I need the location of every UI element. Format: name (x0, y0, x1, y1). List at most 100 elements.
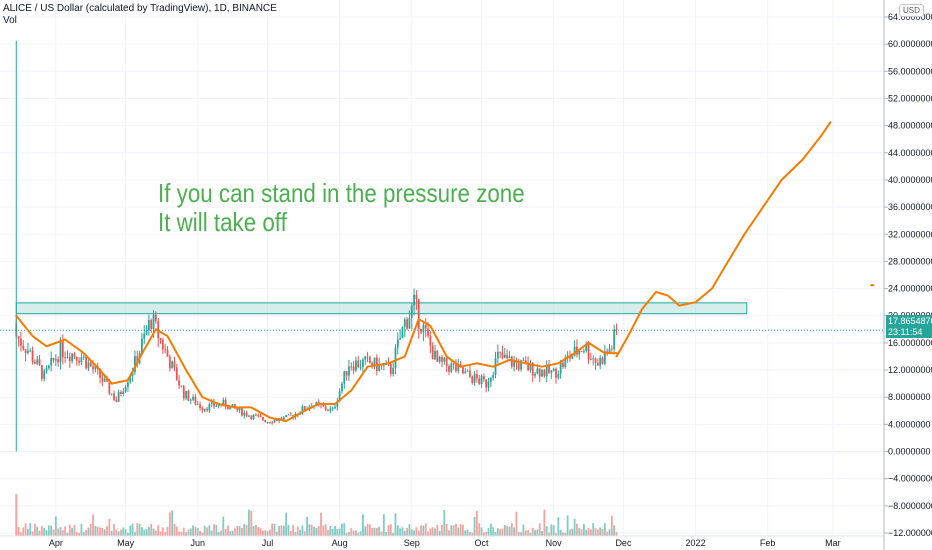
volume-bar (566, 515, 569, 536)
volume-bar (515, 511, 518, 536)
candle-body (243, 412, 246, 416)
candle-body (322, 405, 325, 407)
volume-bar (341, 523, 343, 536)
volume-bar (113, 523, 115, 536)
volume-bar (29, 523, 32, 536)
volume-bar (348, 532, 350, 536)
candle-body (80, 357, 83, 363)
volume-bar (164, 532, 167, 536)
volume-bar (213, 524, 215, 536)
volume-bar (352, 530, 355, 536)
volume-bar (180, 531, 183, 536)
volume-bar (324, 524, 327, 536)
volume-bar (555, 532, 557, 536)
volume-bar (259, 528, 262, 536)
candle-body (462, 367, 464, 374)
x-tick-label: Dec (615, 538, 632, 548)
candle-body (552, 368, 555, 371)
candle-body (413, 294, 415, 306)
volume-bar (408, 524, 411, 536)
x-tick-label: Sep (404, 538, 420, 548)
volume-bar (194, 526, 197, 536)
volume-bar (485, 531, 488, 536)
candle-body (22, 345, 25, 350)
candle-body (536, 368, 539, 374)
volume-bar (489, 523, 492, 536)
volume-bar (117, 531, 120, 536)
volume-bar (171, 510, 174, 536)
volume-bar (96, 526, 99, 536)
volume-bar (210, 530, 213, 536)
candle-body (164, 349, 167, 351)
volume-bar (280, 525, 283, 536)
candle-body (366, 356, 369, 358)
volume-bar (603, 523, 606, 536)
candle-body (357, 360, 360, 368)
volume-bar (94, 525, 97, 536)
volume-bar (494, 531, 497, 536)
volume-label: Vol (3, 15, 17, 26)
volume-bar (285, 512, 288, 536)
volume-bar (592, 523, 595, 536)
candle-body (194, 397, 197, 405)
candle-body (127, 382, 129, 387)
volume-bar (359, 531, 362, 536)
volume-bar (50, 525, 53, 536)
volume-bar (106, 526, 108, 536)
volume-bar (31, 531, 34, 536)
volume-bar (47, 525, 50, 536)
volume-bar (466, 529, 469, 536)
candle-body (47, 365, 50, 369)
candle-body (87, 362, 90, 369)
volume-bar (78, 532, 80, 536)
volume-bar (87, 527, 90, 536)
volume-bar (129, 525, 132, 536)
volume-bar (492, 527, 495, 536)
candle-body (189, 399, 192, 401)
volume-bar (241, 527, 243, 536)
volume-bar (462, 524, 464, 536)
volume-bar (57, 528, 60, 536)
volume-bar (436, 524, 439, 536)
candle-body (231, 404, 234, 406)
volume-bar (569, 529, 571, 536)
volume-bar (357, 532, 360, 536)
candle-body (154, 314, 157, 322)
volume-bar (138, 523, 141, 536)
volume-bar (475, 510, 478, 536)
volume-bar (482, 532, 485, 536)
candle-body (199, 404, 201, 408)
volume-bar (585, 529, 588, 536)
volume-bar (334, 525, 336, 536)
volume-bar (545, 526, 548, 536)
candle-body (578, 351, 581, 355)
candle-body (571, 355, 574, 359)
volume-bar (257, 527, 260, 536)
candle-body (241, 407, 243, 416)
currency-button[interactable]: USD (899, 4, 924, 17)
candle-body (415, 294, 418, 300)
volume-bar (366, 523, 369, 536)
candle-body (438, 356, 441, 362)
volume-bar (487, 528, 490, 536)
volume-bar (531, 527, 534, 536)
candle-body (38, 359, 41, 366)
volume-bar (345, 532, 348, 536)
candle-body (599, 357, 602, 366)
candle-body (480, 376, 483, 384)
volume-bar (438, 530, 441, 536)
volume-bar (415, 527, 418, 536)
last-price-tag: 17.8654876 (886, 315, 932, 327)
volume-bar (68, 524, 71, 536)
candle-body (99, 368, 101, 378)
candle-body (27, 350, 29, 354)
candle-body (348, 366, 350, 376)
candle-body (201, 407, 204, 411)
volume-bar (301, 525, 304, 536)
candle-body (327, 409, 329, 411)
volume-bar (54, 516, 57, 536)
candle-body (482, 376, 485, 380)
volume-bar (317, 526, 320, 536)
candle-body (359, 366, 362, 368)
